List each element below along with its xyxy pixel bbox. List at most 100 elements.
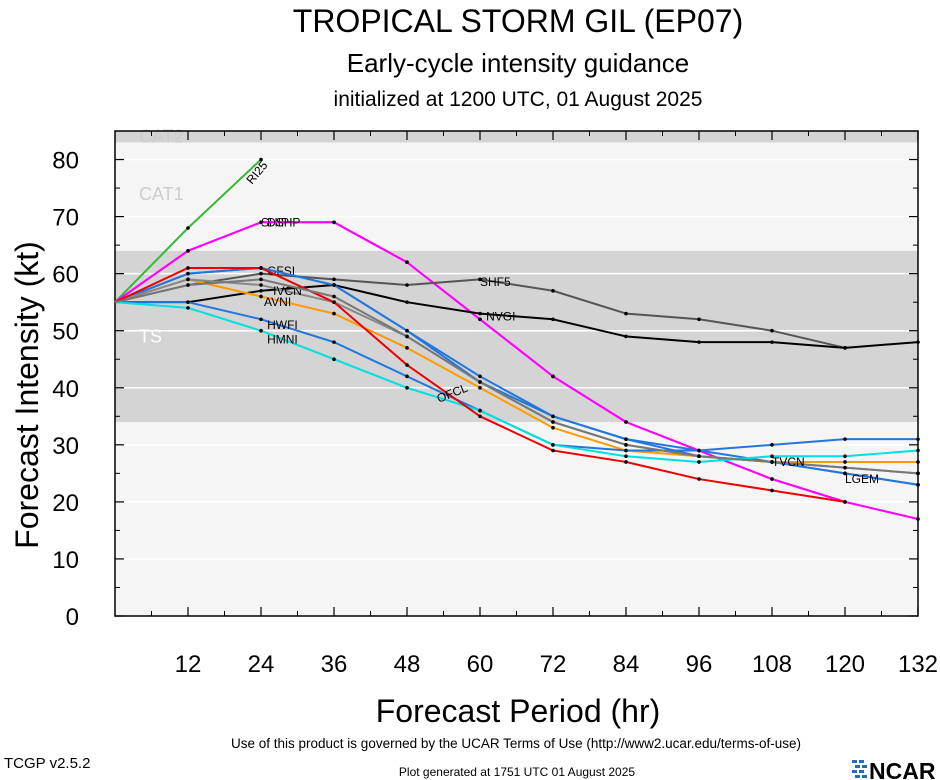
series-label-dshp: DSHP bbox=[267, 215, 300, 229]
series-point-tvcn bbox=[332, 294, 336, 299]
y-tick-label: 80 bbox=[52, 148, 79, 175]
series-label-avni: AVNI bbox=[264, 295, 291, 309]
series-point-hmni bbox=[551, 443, 555, 447]
series-point-hwfi bbox=[697, 448, 701, 453]
series-point-nvgi bbox=[551, 317, 555, 322]
series-point-hmni bbox=[843, 454, 847, 459]
series-point-avni bbox=[405, 346, 409, 350]
y-tick-label: 60 bbox=[52, 262, 79, 289]
chart-subtitle: Early-cycle intensity guidance bbox=[347, 48, 690, 78]
series-point-dshp bbox=[186, 249, 190, 253]
band-label-ts: TS bbox=[139, 326, 162, 346]
series-point-tvcn bbox=[551, 420, 555, 424]
series-point-dshp bbox=[770, 477, 774, 481]
series-point-ofcl bbox=[697, 477, 701, 481]
series-point-nvgi bbox=[259, 288, 263, 293]
series-line-tvcn bbox=[114, 278, 919, 475]
series-point-shf5 bbox=[332, 277, 336, 282]
series-point-shf5 bbox=[551, 288, 555, 293]
series-point-ivcn bbox=[259, 283, 263, 287]
series-point-nvgi bbox=[478, 311, 482, 316]
series-point-hmni bbox=[186, 306, 190, 310]
series-point-hmni bbox=[916, 448, 920, 453]
plot-area: TS CAT1 CAT2 0 10 20 30 40 50 60 70 80 12 24 36 48 60 72 8… bbox=[52, 127, 938, 678]
band-label-cat1: CAT1 bbox=[139, 184, 184, 204]
series-label-tvcn: TVCN bbox=[772, 455, 805, 469]
series-point-tvcn bbox=[186, 283, 190, 287]
x-tick-label: 108 bbox=[752, 651, 792, 678]
series-point-avni bbox=[259, 294, 263, 299]
series-point-ri25 bbox=[186, 226, 190, 230]
intensity-band-cat1 bbox=[115, 142, 918, 251]
series-point-lgem bbox=[186, 271, 190, 276]
y-tick-label: 70 bbox=[52, 205, 79, 232]
series-label-hmni: HMNI bbox=[267, 332, 298, 346]
series-point-tvcn bbox=[770, 460, 774, 464]
series-point-lgem bbox=[624, 437, 628, 441]
series-point-ofcl bbox=[259, 266, 263, 270]
series-point-hwfi bbox=[259, 317, 263, 322]
series-label-shf5: SHF5 bbox=[480, 275, 511, 289]
series-point-nvgi bbox=[697, 340, 701, 344]
series-point-dshp bbox=[405, 260, 409, 265]
series-point-hmni bbox=[697, 460, 701, 464]
series-point-ofcl bbox=[332, 300, 336, 304]
series-point-nvgi bbox=[916, 340, 920, 344]
series-point-avni bbox=[478, 385, 482, 390]
series-point-hwfi bbox=[405, 374, 409, 379]
y-tick-label: 0 bbox=[66, 604, 79, 631]
version-label: TCGP v2.5.2 bbox=[4, 755, 90, 772]
series-point-ofcl bbox=[186, 266, 190, 270]
series-label-lgem: LGEM bbox=[845, 472, 879, 486]
series-point-nvgi bbox=[843, 346, 847, 350]
series-point-shf5 bbox=[624, 311, 628, 316]
series-point-lgem bbox=[332, 283, 336, 287]
series-point-lgem bbox=[478, 374, 482, 379]
series-point-hwfi bbox=[916, 437, 920, 441]
series-point-tvcn bbox=[624, 443, 628, 447]
series-point-ofcl bbox=[843, 500, 847, 504]
series-point-hwfi bbox=[186, 300, 190, 304]
plot-generated: Plot generated at 1751 UTC 01 August 202… bbox=[399, 765, 635, 779]
series-point-lgem bbox=[405, 328, 409, 333]
series-point-nvgi bbox=[405, 300, 409, 304]
series-point-lgem bbox=[843, 471, 847, 476]
series-point-lgem bbox=[551, 414, 555, 419]
y-tick-label: 10 bbox=[52, 547, 79, 574]
series-point-ofcl bbox=[770, 488, 774, 493]
series-point-hmni bbox=[332, 357, 336, 362]
series-point-tvcn bbox=[478, 380, 482, 384]
x-axis-label: Forecast Period (hr) bbox=[376, 693, 661, 729]
series-point-nvgi bbox=[624, 334, 628, 339]
y-tick-label: 40 bbox=[52, 376, 79, 403]
series-point-ship bbox=[916, 517, 920, 521]
y-tick-label: 20 bbox=[52, 490, 79, 517]
series-point-dshp bbox=[332, 220, 336, 225]
series-point-ofcl bbox=[551, 448, 555, 453]
series-point-tvcn bbox=[259, 277, 263, 282]
ncar-logo-mark bbox=[852, 760, 867, 778]
series-point-dshp bbox=[624, 420, 628, 424]
chart-init-time: initialized at 1200 UTC, 01 August 2025 bbox=[334, 88, 703, 111]
series-point-shf5 bbox=[259, 271, 263, 276]
series-point-ofcl bbox=[405, 363, 409, 367]
terms-of-use: Use of this product is governed by the U… bbox=[231, 736, 801, 751]
series-point-hwfi bbox=[624, 448, 628, 453]
series-point-hmni bbox=[624, 454, 628, 459]
series-point-shf5 bbox=[770, 328, 774, 333]
x-tick-label: 96 bbox=[686, 651, 713, 678]
band-label-cat2: CAT2 bbox=[139, 127, 184, 147]
series-hmni: HMNI bbox=[114, 301, 920, 464]
series-point-hmni bbox=[405, 385, 409, 390]
series-point-dshp bbox=[478, 317, 482, 322]
x-tick-label: 132 bbox=[898, 651, 938, 678]
series-point-ri25 bbox=[259, 157, 263, 162]
series-point-ofcl bbox=[478, 414, 482, 419]
x-tick-label: 36 bbox=[321, 651, 348, 678]
series-point-hmni bbox=[770, 454, 774, 459]
intensity-band-cat2 bbox=[115, 131, 918, 143]
series-point-hwfi bbox=[843, 437, 847, 441]
series-point-hwfi bbox=[770, 443, 774, 447]
series-point-shf5 bbox=[478, 277, 482, 282]
